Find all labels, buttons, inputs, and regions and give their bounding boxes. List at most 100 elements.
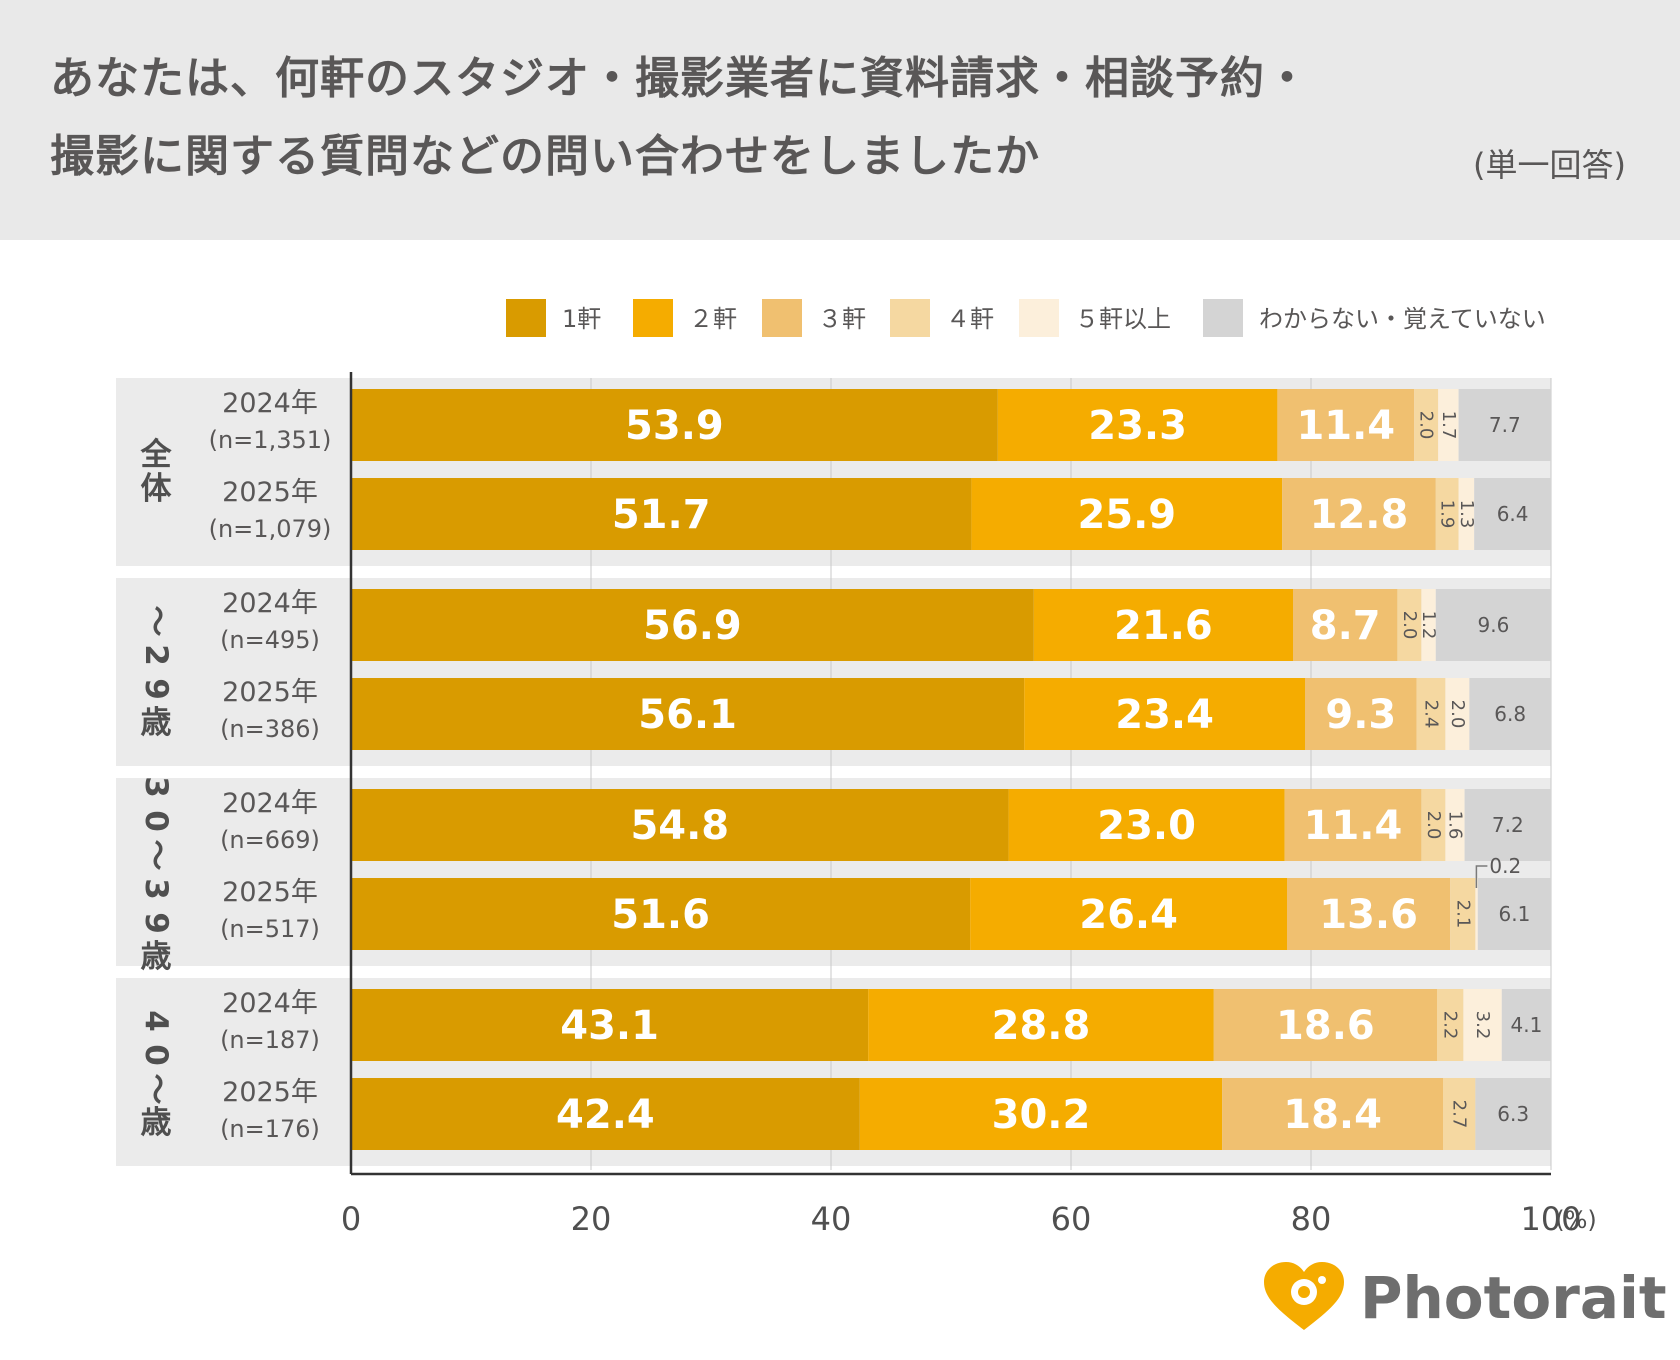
legend-swatch xyxy=(890,299,930,337)
bar-segment xyxy=(1477,878,1551,950)
row-year-label: 2024年 xyxy=(222,988,318,1019)
data-label: 4.1 xyxy=(1510,1013,1542,1037)
row-year-label: 2025年 xyxy=(222,1077,318,1108)
data-label: 18.6 xyxy=(1276,1003,1375,1049)
bar-segment xyxy=(1463,989,1502,1061)
x-tick-label: 100 xyxy=(1520,1200,1581,1238)
data-label: 30.2 xyxy=(992,1092,1091,1138)
row-year-label: 2025年 xyxy=(222,477,318,508)
data-label: 12.8 xyxy=(1310,492,1409,538)
data-label: 2.0 xyxy=(1423,811,1444,840)
data-label: 1.6 xyxy=(1445,811,1466,840)
bar-segment xyxy=(351,389,998,461)
data-label: 42.4 xyxy=(556,1092,655,1138)
data-label: 6.8 xyxy=(1494,702,1526,726)
row-sample-size: (n=1,351) xyxy=(209,426,332,454)
row-sample-size: (n=517) xyxy=(220,915,320,943)
bar-segment xyxy=(859,1078,1223,1150)
group-label-char: 歳 xyxy=(141,939,172,975)
group-label-char: 4 xyxy=(138,1010,174,1032)
bar-segment xyxy=(1033,589,1293,661)
chart-title: あなたは、何軒のスタジオ・撮影業者に資料請求・相談予約・ 撮影に関する質問などの… xyxy=(50,40,1610,196)
x-tick-label: 20 xyxy=(571,1200,612,1238)
group-label-char: 9 xyxy=(138,678,174,700)
data-label: 23.0 xyxy=(1097,803,1196,849)
row-year-label: 2024年 xyxy=(222,588,318,619)
bar-segment xyxy=(1277,389,1415,461)
data-label: 11.4 xyxy=(1296,403,1395,449)
legend-label: ４軒 xyxy=(946,305,994,333)
bar-segment xyxy=(351,878,971,950)
row-sample-size: (n=669) xyxy=(220,826,320,854)
data-label: 0.2 xyxy=(1489,854,1521,878)
brand-name: Photorait xyxy=(1360,1264,1667,1332)
data-label: 6.3 xyxy=(1497,1102,1529,1126)
bar-segment xyxy=(1397,589,1422,661)
bar-segment xyxy=(1213,989,1437,1061)
bar-segment xyxy=(1450,878,1476,950)
bar-segment xyxy=(997,389,1278,461)
bar-segment xyxy=(351,789,1009,861)
data-label: 6.4 xyxy=(1497,502,1529,526)
group-label-char: 3 xyxy=(138,776,174,798)
group-label-char: 0 xyxy=(138,1044,174,1066)
bar-segment xyxy=(1438,389,1459,461)
data-label: 9.3 xyxy=(1325,692,1396,738)
data-label: 3.2 xyxy=(1472,1011,1493,1040)
bar-segment xyxy=(1421,589,1436,661)
bar-segment xyxy=(868,989,1214,1061)
x-axis-unit: (%) xyxy=(1555,1206,1597,1234)
group-label-char: 歳 xyxy=(141,705,172,741)
data-label: 2.7 xyxy=(1449,1100,1470,1129)
row-year-label: 2025年 xyxy=(222,677,318,708)
bar-segment xyxy=(1282,478,1436,550)
bar-segment xyxy=(1414,389,1439,461)
data-label: 1.3 xyxy=(1456,500,1477,529)
heart-icon xyxy=(1264,1262,1344,1330)
data-label: 2.4 xyxy=(1421,700,1442,729)
bar-segment xyxy=(1475,1078,1551,1150)
data-label: 2.0 xyxy=(1416,411,1437,440)
bar-segment xyxy=(970,878,1287,950)
data-label: 26.4 xyxy=(1079,892,1178,938)
group-label-char: ～ xyxy=(138,840,174,871)
bar-segment xyxy=(1464,789,1551,861)
group-label-char: ～ xyxy=(138,1074,174,1105)
data-label: 53.9 xyxy=(625,403,724,449)
data-label: 56.9 xyxy=(643,603,742,649)
bar-segment xyxy=(1222,1078,1443,1150)
bar-segment xyxy=(1475,878,1478,950)
bar-segment xyxy=(1024,678,1305,750)
group-label-char: 全 xyxy=(140,437,173,473)
bar-segment xyxy=(351,678,1025,750)
row-year-label: 2025年 xyxy=(222,877,318,908)
data-label: 8.7 xyxy=(1310,603,1381,649)
row-sample-size: (n=495) xyxy=(220,626,320,654)
bar-segment xyxy=(1293,589,1398,661)
data-label: 28.8 xyxy=(992,1003,1091,1049)
data-label: 11.4 xyxy=(1304,803,1403,849)
bar-segment xyxy=(351,478,972,550)
bar-segment xyxy=(1474,478,1551,550)
row-year-label: 2024年 xyxy=(222,788,318,819)
legend-swatch xyxy=(506,299,546,337)
data-label: 21.6 xyxy=(1114,603,1213,649)
answer-type-note: (単一回答) xyxy=(1473,146,1626,184)
data-label: 54.8 xyxy=(630,803,729,849)
data-label: 51.7 xyxy=(612,492,711,538)
bar-segment xyxy=(1445,678,1470,750)
data-label: 23.4 xyxy=(1115,692,1214,738)
data-label: 51.6 xyxy=(611,892,710,938)
bar-segment xyxy=(1284,789,1422,861)
bar-segment xyxy=(1458,389,1551,461)
legend-swatch xyxy=(1019,299,1059,337)
bar-segment xyxy=(1416,678,1446,750)
bar-segment xyxy=(351,989,869,1061)
x-tick-label: 40 xyxy=(811,1200,852,1238)
data-label: 7.2 xyxy=(1492,813,1524,837)
data-label-leader xyxy=(1475,865,1488,888)
row-year-label: 2024年 xyxy=(222,388,318,419)
data-label: 18.4 xyxy=(1283,1092,1382,1138)
row-sample-size: (n=386) xyxy=(220,715,320,743)
legend-label: ２軒 xyxy=(689,305,737,333)
